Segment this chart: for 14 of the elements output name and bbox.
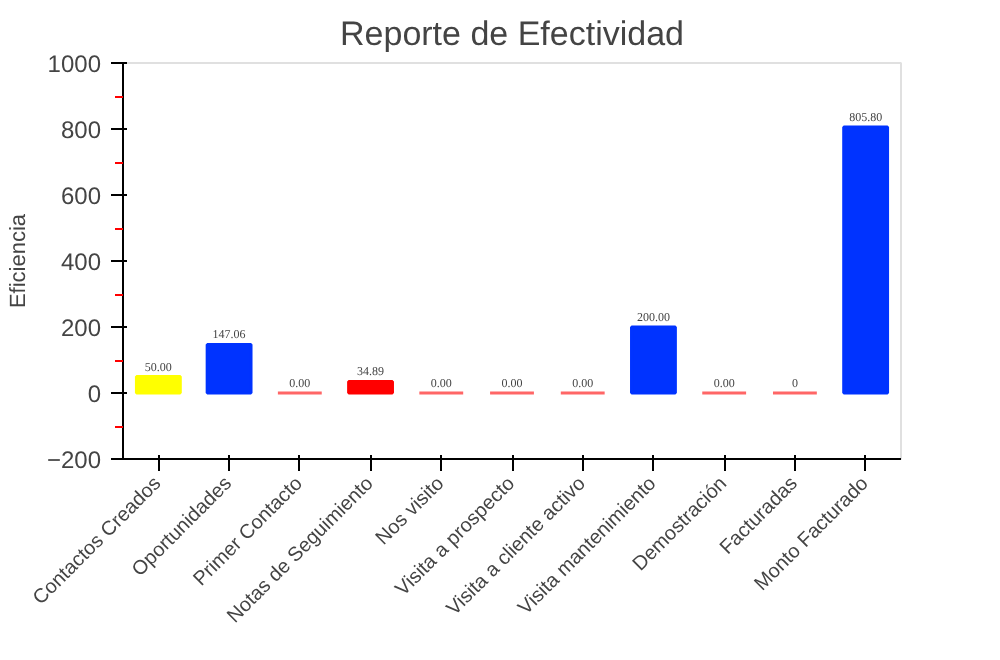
y-axis-title: Eficiencia [6,212,31,309]
y-tick-label: 1000 [47,50,102,78]
y-tick-label: 800 [60,116,102,144]
bar [134,375,182,395]
bar [630,325,677,395]
y-tick-label: 200 [60,314,102,342]
chart-title: Reporte de Efectividad [340,15,685,53]
y-tick-label: −200 [46,446,102,474]
bar [205,342,253,395]
y-tick-label: 600 [60,182,102,210]
bar [347,379,394,395]
bar [842,125,890,395]
y-tick-label: 400 [60,248,102,276]
y-tick-label: 0 [87,380,102,408]
